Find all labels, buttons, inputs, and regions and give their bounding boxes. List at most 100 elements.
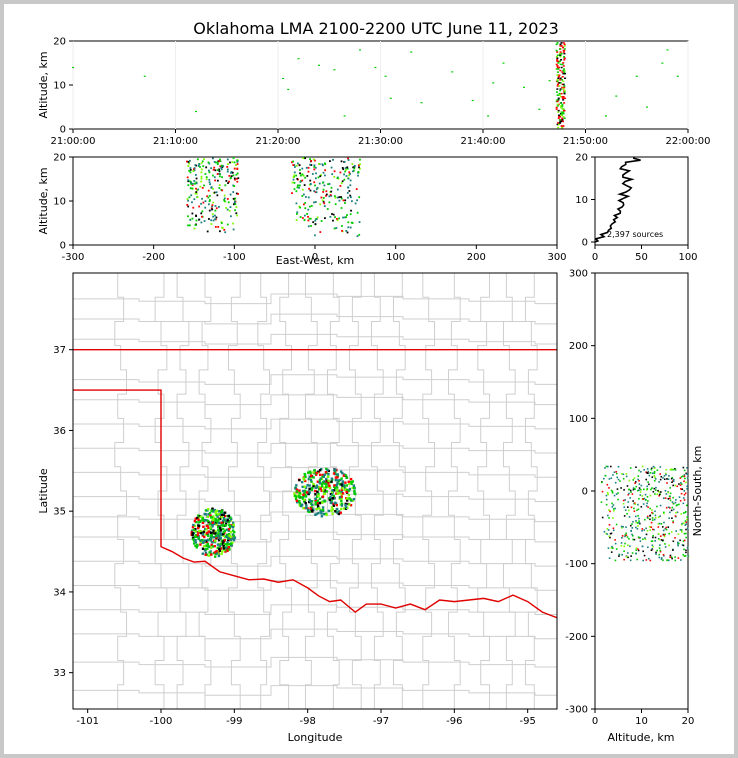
plan-view-source	[335, 503, 339, 507]
ew-altitude-source	[296, 177, 299, 180]
altitude-ns-source	[663, 512, 665, 515]
plan-view-source	[339, 511, 342, 515]
ew-altitude-x-tick-label: 100	[386, 252, 405, 263]
altitude-ns-source	[649, 529, 652, 531]
time-height-source	[559, 43, 562, 46]
ew-altitude-source	[216, 173, 219, 175]
altitude-ns-source	[638, 469, 640, 472]
time-height-source	[563, 117, 566, 120]
plan-view-source	[309, 474, 313, 477]
ew-altitude-source	[207, 161, 210, 164]
altitude-ns-source	[626, 485, 629, 487]
plan-view-source	[204, 551, 208, 555]
altitude-ns-source	[645, 533, 648, 536]
ew-altitude-source	[325, 194, 327, 197]
time-height-source	[562, 88, 565, 90]
time-height-source	[563, 69, 566, 72]
altitude-ns-source	[654, 479, 656, 482]
ew-altitude-source	[187, 224, 189, 227]
altitude-ns-source	[684, 477, 686, 480]
altitude-ns-source	[653, 487, 656, 490]
ew-altitude-ylabel: Altitude, km	[37, 167, 50, 234]
plan-view-source	[351, 499, 354, 502]
plan-view-source	[204, 553, 207, 556]
ew-altitude-source	[303, 203, 305, 206]
altitude-ns-source	[631, 552, 634, 554]
plan-view-source	[333, 469, 336, 472]
ew-altitude-source	[323, 202, 326, 205]
ew-altitude-source	[293, 174, 296, 177]
plan-view-source	[315, 507, 318, 511]
ew-altitude-source	[332, 213, 335, 216]
time-height-y-tick-label: 0	[60, 125, 66, 136]
ew-altitude-source	[349, 226, 352, 229]
ew-altitude-source	[199, 165, 201, 168]
plan-view-source	[220, 552, 223, 556]
county-line	[154, 273, 168, 709]
altitude-ns-source	[686, 485, 688, 488]
plan-view-source	[328, 484, 331, 488]
altitude-ns-source	[632, 534, 634, 537]
plan-view-source	[318, 469, 322, 472]
plan-view-source	[306, 484, 309, 487]
plan-view-source	[214, 530, 217, 533]
altitude-ns-source	[671, 506, 674, 509]
altitude-ns-source	[611, 491, 614, 494]
ew-altitude-source	[190, 194, 193, 197]
altitude-ns-source	[607, 547, 610, 549]
ew-altitude-source	[292, 176, 295, 178]
ew-altitude-source	[218, 160, 221, 162]
plan-view-source	[211, 541, 214, 544]
ew-altitude-source	[294, 166, 296, 168]
ew-altitude-source	[344, 202, 346, 204]
time-height-source	[558, 114, 561, 116]
time-height-source	[559, 55, 562, 58]
altitude-ns-source	[631, 523, 633, 525]
plan-view-source	[228, 534, 231, 537]
plan-view-source	[213, 551, 217, 554]
ew-altitude-source	[220, 164, 223, 167]
plan-view-source	[220, 523, 223, 526]
plan-view-source	[293, 492, 296, 495]
ew-altitude-source	[200, 180, 203, 183]
ew-altitude-source	[189, 171, 192, 174]
altitude-ns-source	[659, 473, 662, 475]
time-height-source	[556, 66, 559, 69]
plan-view-source	[216, 543, 220, 546]
altitude-ns-source	[609, 536, 611, 539]
altitude-ns-source	[652, 465, 655, 468]
ew-altitude-source	[324, 174, 326, 177]
altitude-ns-source	[663, 535, 666, 538]
altitude-ns-source	[630, 530, 632, 532]
ew-altitude-source	[340, 182, 343, 185]
plan-view-source	[229, 516, 232, 519]
altitude-ns-source	[605, 465, 608, 468]
altitude-ns-source	[672, 508, 675, 511]
altitude-ns-source	[640, 484, 643, 487]
altitude-ns-source	[640, 506, 643, 508]
plan-view-source	[305, 504, 308, 507]
plan-view-source	[340, 483, 343, 486]
plan-view-source	[199, 530, 203, 533]
plan-view-source	[352, 484, 356, 487]
ew-altitude-source	[233, 185, 236, 188]
altitude-ns-source	[633, 487, 636, 490]
time-height-source	[562, 112, 565, 115]
ew-altitude-source	[231, 171, 234, 174]
plan-view-source	[209, 539, 213, 542]
altitude-ns-source	[638, 483, 641, 485]
time-height-source	[143, 75, 146, 77]
plan-view-source	[217, 538, 221, 542]
ew-altitude-source	[234, 164, 237, 166]
plan-view-source	[191, 532, 194, 535]
plan-view-source	[295, 488, 299, 491]
plan-view-source	[304, 501, 307, 505]
plan-view-source	[225, 535, 228, 538]
plan-view-source	[209, 527, 213, 531]
altitude-ns-source	[654, 478, 657, 480]
plan-view-source	[206, 524, 209, 528]
time-height-source	[556, 122, 559, 124]
altitude-ns-source	[654, 493, 656, 495]
ew-altitude-source	[342, 199, 345, 202]
plan-view-source	[322, 489, 325, 492]
